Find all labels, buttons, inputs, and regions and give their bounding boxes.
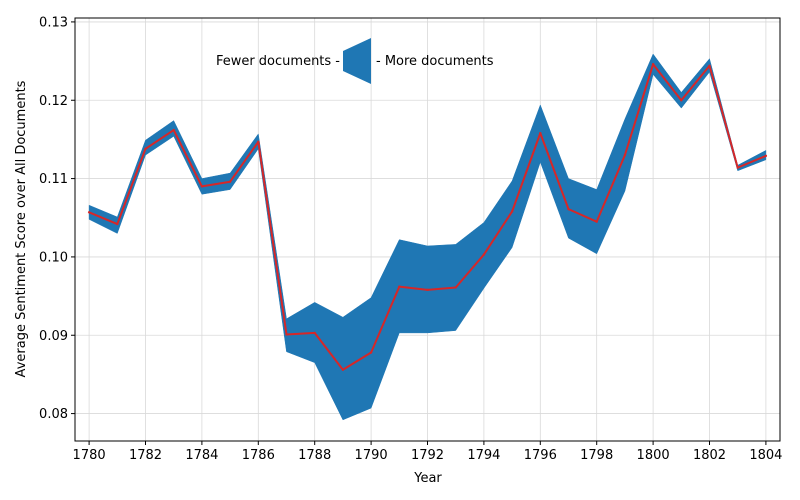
x-tick-label-1802: 1802 [693, 448, 726, 463]
data-point-1790 [369, 351, 373, 354]
x-tick-label-1790: 1790 [355, 448, 388, 463]
x-tick-label-1784: 1784 [185, 448, 218, 463]
y-tick-label-0.08: 0.08 [39, 407, 68, 422]
x-tick-label-1780: 1780 [73, 448, 106, 463]
data-point-1788 [313, 331, 316, 335]
data-point-1786 [257, 140, 260, 143]
legend-width-wedge [343, 38, 371, 84]
y-tick-label-0.10: 0.10 [39, 250, 68, 265]
data-point-1793 [454, 286, 457, 289]
y-tick-label-0.13: 0.13 [39, 15, 68, 30]
y-axis-title: Average Sentiment Score over All Documen… [14, 80, 29, 377]
x-tick-label-1804: 1804 [749, 448, 782, 463]
data-point-1796 [539, 131, 542, 135]
data-point-1780 [87, 211, 91, 214]
x-axis-title: Year [413, 471, 442, 486]
data-point-1804 [764, 154, 768, 158]
x-tick-label-1798: 1798 [580, 448, 613, 463]
y-axis: 0.08 0.09 0.10 0.11 0.12 0.13 [39, 15, 75, 422]
data-point-1803 [736, 166, 739, 169]
line-layer [87, 63, 768, 371]
legend: Fewer documents - - More documents [216, 38, 494, 84]
data-point-1787 [285, 333, 288, 336]
legend-fewer-label: Fewer documents - [216, 54, 340, 69]
data-point-1799 [623, 153, 627, 157]
y-tick-label-0.12: 0.12 [39, 94, 68, 109]
data-point-1800 [651, 63, 655, 66]
data-point-1794 [482, 253, 486, 256]
data-point-1784 [200, 185, 204, 188]
data-point-1795 [510, 210, 514, 213]
y-tick-label-0.11: 0.11 [39, 172, 68, 187]
data-point-1792 [426, 288, 429, 292]
data-point-1782 [144, 147, 147, 151]
x-axis: 1780 1782 1784 1786 1788 1790 1792 1794 1796 1798… [73, 441, 782, 463]
data-point-1802 [708, 64, 711, 67]
data-point-1791 [398, 285, 401, 288]
legend-more-label: - More documents [376, 54, 494, 69]
x-tick-label-1796: 1796 [524, 448, 557, 463]
data-point-1798 [595, 220, 598, 223]
x-tick-label-1788: 1788 [298, 448, 331, 463]
data-point-1783 [172, 128, 175, 132]
x-tick-label-1786: 1786 [242, 448, 275, 463]
x-tick-label-1782: 1782 [129, 448, 162, 463]
x-tick-label-1792: 1792 [411, 448, 444, 463]
x-tick-label-1800: 1800 [637, 448, 670, 463]
data-point-1801 [680, 99, 683, 102]
data-point-1785 [228, 180, 232, 183]
y-tick-label-0.09: 0.09 [39, 329, 68, 344]
data-point-1789 [341, 368, 345, 371]
data-point-1797 [567, 207, 570, 211]
data-point-1781 [116, 222, 119, 226]
x-tick-label-1794: 1794 [467, 448, 500, 463]
